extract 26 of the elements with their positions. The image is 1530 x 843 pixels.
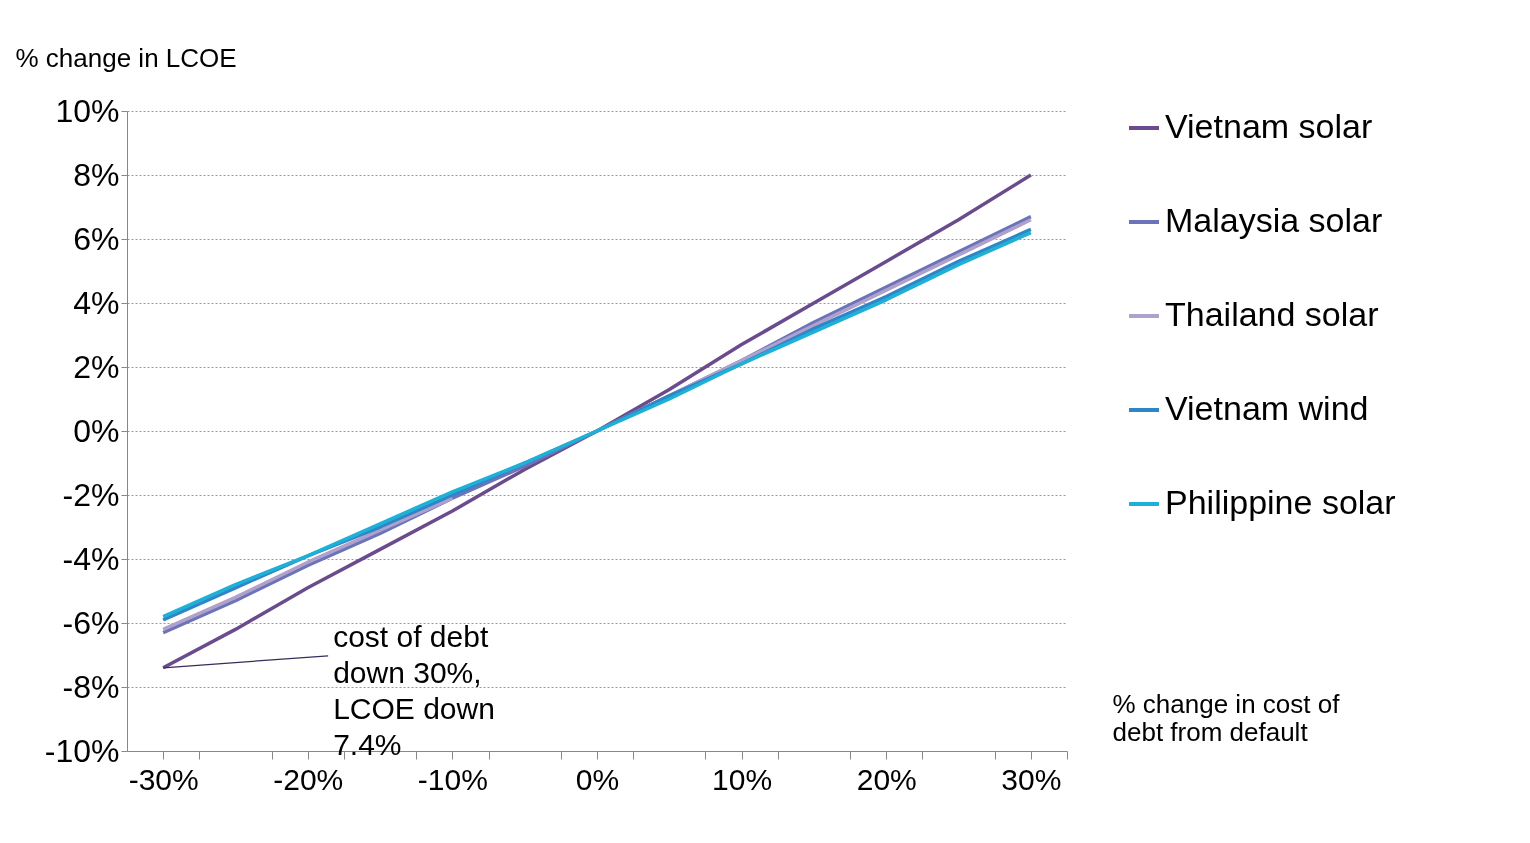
x-tick-label: 30%	[1001, 762, 1062, 796]
x-axis-title: % change in cost of debt from default	[1112, 688, 1341, 747]
legend-label: Thailand solar	[1165, 295, 1379, 333]
x-tick-label: 0%	[575, 762, 620, 796]
y-tick-label: 8%	[73, 156, 120, 193]
x-tick-label: -10%	[417, 762, 488, 796]
annotation: cost of debt down 30%, LCOE down 7.4%	[333, 619, 495, 761]
y-tick-label: -6%	[62, 604, 120, 641]
y-tick-label: 10%	[55, 92, 120, 129]
legend-label: Malaysia solar	[1165, 201, 1383, 239]
x-tick-label: 20%	[856, 762, 917, 796]
y-tick-label: -8%	[62, 668, 120, 705]
x-tick-label: 10%	[712, 762, 773, 796]
y-tick-label: -4%	[62, 540, 120, 577]
legend-label: Vietnam solar	[1165, 107, 1373, 145]
y-tick-label: -10%	[44, 732, 120, 769]
legend-label: Vietnam wind	[1165, 389, 1369, 427]
y-axis-title: % change in LCOE	[15, 42, 237, 73]
x-tick-label: -20%	[273, 762, 344, 796]
y-tick-label: 2%	[73, 348, 120, 385]
x-tick-label: -30%	[128, 762, 199, 796]
y-tick-label: -2%	[62, 476, 120, 513]
y-tick-label: 6%	[73, 220, 120, 257]
y-tick-label: 4%	[73, 284, 120, 321]
legend-label: Philippine solar	[1165, 483, 1396, 521]
y-tick-label: 0%	[73, 412, 120, 449]
